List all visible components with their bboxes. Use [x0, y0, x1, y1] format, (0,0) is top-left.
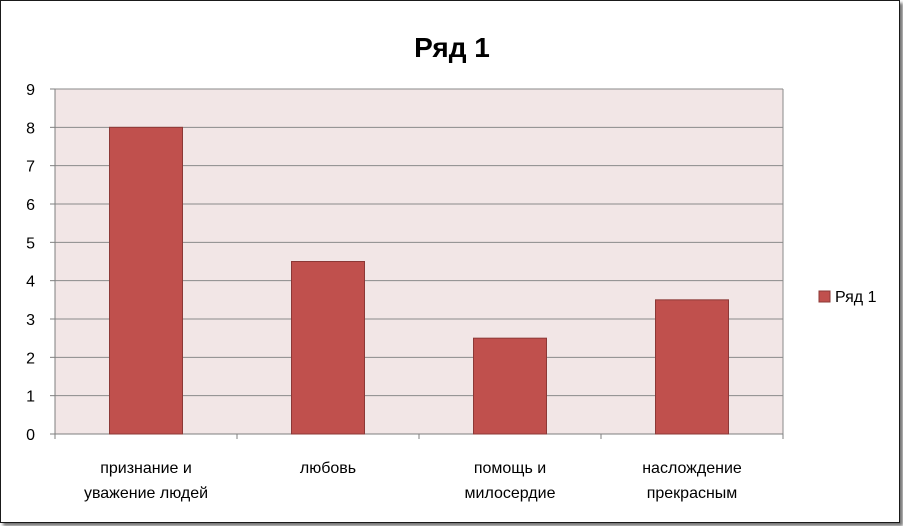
- legend-label: Ряд 1: [835, 289, 877, 306]
- legend-swatch: [818, 290, 831, 303]
- plot-area: 0 1 2 3 4 5 6 7 8 9 признание и уважение людей любов…: [26, 82, 784, 502]
- x-category-label: наслождение: [642, 460, 742, 477]
- x-category-label: признание и: [100, 460, 192, 477]
- y-tick-label: 2: [26, 350, 35, 367]
- y-tick-label: 7: [26, 159, 35, 176]
- bar: [291, 261, 365, 435]
- y-tick-label: 5: [26, 235, 35, 252]
- y-tick-label: 0: [26, 427, 35, 444]
- y-tick-label: 6: [26, 197, 35, 214]
- legend: Ряд 1: [818, 289, 877, 306]
- y-tick-label: 3: [26, 312, 35, 329]
- x-category-label: милосердие: [465, 485, 556, 502]
- y-tick-label: 9: [26, 82, 35, 99]
- bar: [109, 126, 183, 435]
- x-category-label: прекрасным: [647, 485, 738, 502]
- x-category-label: помощь и: [474, 460, 546, 477]
- bar: [655, 299, 729, 435]
- y-tick-label: 4: [26, 274, 35, 291]
- x-category-label: любовь: [300, 460, 356, 477]
- x-category-label: уважение людей: [84, 485, 208, 502]
- y-tick-label: 1: [26, 389, 35, 406]
- chart-title: Ряд 1: [414, 32, 490, 63]
- y-tick-label: 8: [26, 120, 35, 137]
- bar: [473, 337, 547, 435]
